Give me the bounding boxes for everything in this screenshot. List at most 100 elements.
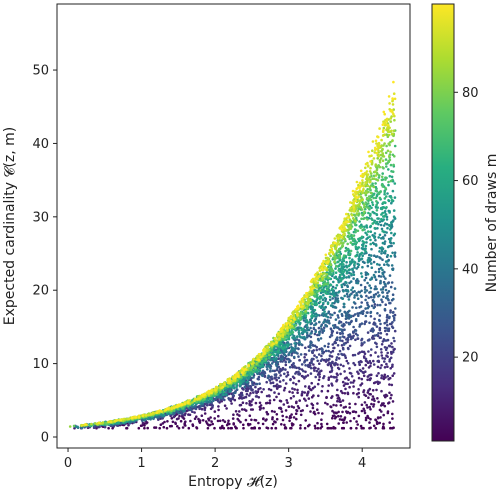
data-point (352, 385, 355, 388)
data-point (352, 208, 356, 212)
data-point (352, 417, 356, 420)
data-point (335, 249, 339, 253)
data-point (349, 426, 353, 430)
data-point (271, 381, 275, 385)
data-point (336, 399, 339, 403)
data-point (328, 298, 332, 302)
data-point (231, 417, 235, 420)
data-point (365, 360, 369, 363)
data-point (107, 420, 110, 424)
data-point (326, 257, 330, 260)
data-point (234, 425, 237, 429)
data-point (331, 416, 334, 420)
data-point (326, 402, 329, 406)
data-point (339, 363, 343, 367)
data-point (344, 255, 348, 259)
data-point (343, 217, 347, 220)
data-point (366, 406, 369, 409)
data-point (284, 426, 288, 430)
data-point (298, 317, 302, 320)
data-point (334, 271, 338, 275)
data-point (380, 364, 383, 367)
data-point (359, 311, 363, 315)
data-point (355, 267, 359, 270)
data-point (311, 403, 315, 407)
data-point (342, 241, 345, 245)
data-point (322, 320, 326, 324)
data-point (345, 321, 348, 324)
data-point (259, 404, 263, 407)
data-point (380, 298, 383, 302)
data-point (374, 418, 378, 422)
data-point (254, 382, 258, 386)
data-point (381, 172, 385, 175)
data-point (221, 419, 225, 422)
data-point (332, 294, 336, 298)
scatter-points (68, 80, 397, 430)
data-point (310, 381, 314, 385)
data-point (347, 231, 350, 234)
data-point (369, 408, 372, 411)
data-point (127, 424, 130, 427)
data-point (368, 284, 371, 287)
data-point (383, 373, 387, 377)
data-point (245, 392, 249, 396)
data-point (337, 269, 341, 272)
data-point (381, 229, 385, 233)
data-point (378, 161, 382, 164)
data-point (332, 324, 335, 327)
data-point (304, 375, 308, 378)
data-point (366, 177, 370, 181)
data-point (313, 369, 316, 372)
data-point (364, 418, 368, 422)
data-point (360, 217, 363, 221)
data-point (301, 307, 304, 311)
data-point (206, 398, 209, 402)
data-point (346, 410, 350, 414)
data-point (356, 297, 360, 301)
data-point (392, 372, 396, 375)
data-point (319, 337, 323, 340)
data-point (389, 396, 392, 400)
data-point (377, 222, 380, 226)
data-point (176, 425, 179, 428)
data-point (265, 380, 269, 384)
data-point (379, 279, 382, 283)
data-point (267, 365, 271, 368)
data-point (366, 218, 369, 221)
data-point (391, 132, 394, 136)
data-point (156, 415, 160, 418)
data-point (392, 316, 396, 320)
data-point (300, 328, 304, 332)
data-point (379, 348, 383, 351)
data-point (362, 374, 366, 378)
data-point (320, 389, 324, 393)
data-point (336, 373, 339, 377)
data-point (244, 395, 247, 399)
data-point (343, 370, 346, 373)
data-point (299, 413, 303, 417)
data-point (341, 380, 345, 384)
data-point (335, 251, 338, 255)
data-point (383, 190, 387, 194)
data-point (390, 264, 394, 267)
data-point (337, 240, 340, 244)
data-point (366, 272, 370, 276)
data-point (342, 265, 346, 269)
data-point (288, 365, 292, 369)
data-point (297, 379, 301, 383)
data-point (327, 376, 331, 380)
data-point (309, 410, 312, 413)
data-point (170, 424, 173, 428)
data-point (279, 345, 282, 349)
data-point (189, 408, 193, 412)
data-point (309, 341, 313, 344)
data-point (380, 252, 383, 255)
data-point (279, 374, 282, 377)
data-point (358, 220, 361, 223)
data-point (318, 269, 322, 273)
data-point (360, 403, 364, 407)
data-point (372, 296, 376, 299)
data-point (285, 338, 288, 342)
data-point (373, 399, 376, 403)
